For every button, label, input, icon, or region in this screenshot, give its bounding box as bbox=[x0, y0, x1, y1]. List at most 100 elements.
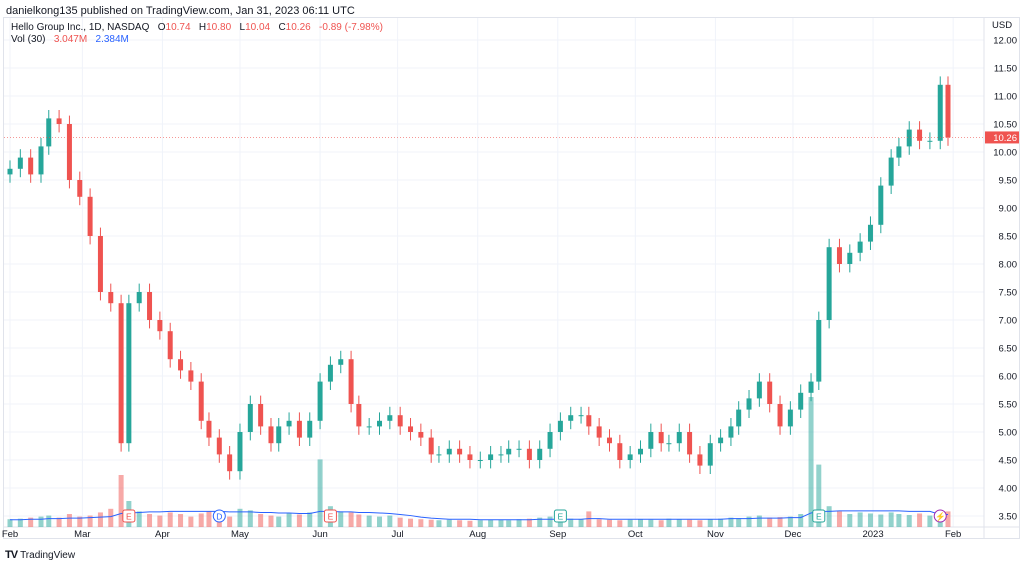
y-tick-label: 6.00 bbox=[999, 372, 1018, 383]
volume-bar bbox=[767, 517, 773, 527]
volume-bar bbox=[178, 514, 184, 527]
volume-bar bbox=[317, 459, 323, 527]
volume-bar bbox=[798, 514, 804, 527]
candle-body bbox=[446, 448, 452, 455]
volume-bar bbox=[816, 464, 822, 527]
candle-body bbox=[77, 180, 83, 197]
candle-body bbox=[586, 415, 592, 427]
x-tick-label: May bbox=[231, 529, 249, 540]
x-tick-label: Mar bbox=[74, 529, 90, 540]
candle-body bbox=[17, 157, 23, 169]
volume-bar bbox=[568, 518, 574, 527]
x-tick-label: Jun bbox=[312, 529, 327, 540]
volume-bar bbox=[46, 515, 52, 527]
candle-body bbox=[56, 118, 62, 124]
volume-bar bbox=[596, 519, 602, 527]
tradingview-logo[interactable]: TV TradingView bbox=[5, 549, 75, 561]
y-tick-label: 4.00 bbox=[999, 484, 1018, 495]
candle-body bbox=[118, 303, 124, 444]
x-tick-label: Sep bbox=[549, 529, 566, 540]
candle-body bbox=[506, 448, 512, 455]
candle-body bbox=[136, 292, 142, 304]
candle-body bbox=[707, 443, 713, 466]
volume-bar bbox=[38, 516, 44, 527]
volume-bar bbox=[808, 397, 814, 527]
volume-bar bbox=[617, 520, 623, 527]
x-tick-label: Dec bbox=[784, 529, 801, 540]
open-value: 10.74 bbox=[165, 22, 191, 33]
candle-body bbox=[826, 247, 832, 320]
y-tick-label: 3.50 bbox=[999, 512, 1018, 523]
high-value: 10.80 bbox=[206, 22, 232, 33]
volume-bar bbox=[687, 519, 693, 527]
event-label: E bbox=[328, 512, 334, 522]
earnings-marker bbox=[812, 509, 826, 523]
candle-body bbox=[206, 420, 212, 438]
candle-body bbox=[777, 404, 783, 427]
volume-value: 3.047M bbox=[53, 34, 88, 45]
y-tick-label: 10.00 bbox=[993, 148, 1017, 159]
volume-bar bbox=[658, 520, 664, 527]
y-tick-label: 10.50 bbox=[993, 120, 1017, 131]
y-tick-label: 7.50 bbox=[999, 288, 1018, 299]
high-label: H bbox=[198, 22, 207, 33]
volume-bar bbox=[268, 515, 274, 527]
y-tick-label: 7.00 bbox=[999, 316, 1018, 327]
volume-label[interactable]: Vol (30) bbox=[11, 34, 46, 45]
volume-bar bbox=[157, 515, 163, 527]
x-tick-label: Feb bbox=[945, 529, 961, 540]
volume-bar bbox=[728, 517, 734, 527]
candle-body bbox=[327, 364, 333, 382]
candle-body bbox=[157, 320, 163, 332]
dividend-marker bbox=[212, 509, 226, 523]
y-tick-label: 5.00 bbox=[999, 428, 1018, 439]
candle-body bbox=[188, 370, 194, 382]
volume-bar bbox=[108, 508, 114, 527]
candle-body bbox=[617, 443, 623, 460]
candle-body bbox=[387, 415, 393, 421]
candle-body bbox=[798, 392, 804, 410]
candle-body bbox=[167, 331, 173, 360]
chart-frame[interactable] bbox=[3, 17, 1020, 539]
volume-bar bbox=[356, 514, 362, 527]
volume-bar bbox=[457, 520, 463, 527]
candle-body bbox=[46, 118, 52, 147]
volume-bar bbox=[945, 511, 951, 527]
candle-body bbox=[276, 426, 282, 444]
candle-body bbox=[268, 426, 274, 444]
candle-body bbox=[746, 398, 752, 410]
candle-body bbox=[247, 404, 253, 432]
x-tick-label: Nov bbox=[707, 529, 724, 540]
candle-body bbox=[637, 448, 643, 455]
volume-bar bbox=[397, 517, 403, 527]
symbol-label[interactable]: Hello Group Inc., 1D, NASDAQ bbox=[11, 22, 150, 33]
candle-body bbox=[736, 409, 742, 427]
news-marker bbox=[933, 509, 947, 523]
volume-bar bbox=[506, 520, 512, 527]
candle-body bbox=[648, 432, 654, 449]
candle-body bbox=[97, 236, 103, 292]
volume-bar bbox=[418, 519, 424, 527]
volume-bar bbox=[826, 506, 832, 527]
close-label: C bbox=[278, 22, 286, 33]
volume-bar bbox=[56, 517, 62, 527]
event-label: D bbox=[216, 512, 222, 522]
candle-body bbox=[927, 140, 933, 142]
ohlc-legend: Hello Group Inc., 1D, NASDAQ O10.74 H10.… bbox=[11, 22, 383, 33]
volume-bar bbox=[77, 516, 83, 527]
candle-body bbox=[767, 381, 773, 404]
close-value: 10.26 bbox=[285, 22, 311, 33]
volume-bar bbox=[648, 519, 654, 527]
candle-body bbox=[457, 448, 463, 455]
candle-body bbox=[418, 432, 424, 438]
candle-body bbox=[867, 224, 873, 242]
candle-body bbox=[477, 460, 483, 461]
volume-bar bbox=[387, 515, 393, 527]
candle-body bbox=[896, 146, 902, 158]
candle-body bbox=[816, 320, 822, 382]
volume-bar bbox=[547, 516, 553, 527]
candle-body bbox=[66, 124, 72, 180]
candle-body bbox=[7, 168, 13, 175]
brand-name: TradingView bbox=[20, 549, 76, 561]
